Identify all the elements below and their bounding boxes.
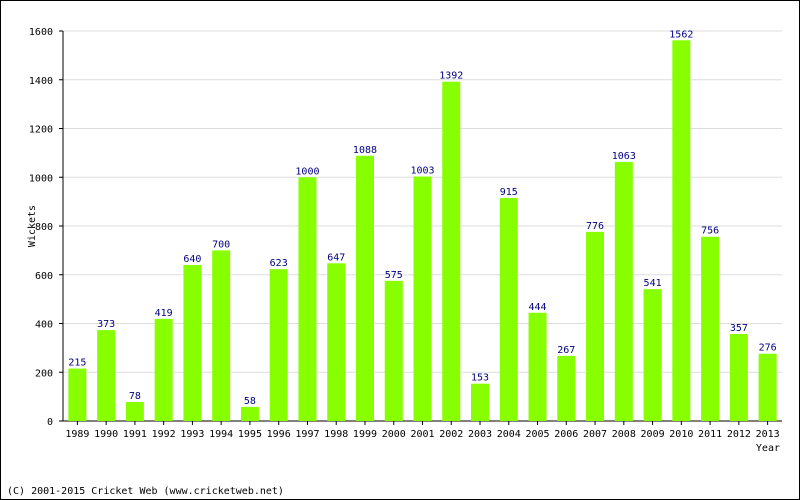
data-label: 647 <box>327 252 345 263</box>
data-label: 373 <box>97 319 115 330</box>
data-label: 776 <box>586 221 604 232</box>
x-tick-label: 2006 <box>554 429 578 440</box>
x-tick-label: 2010 <box>669 429 693 440</box>
x-tick-label: 2008 <box>612 429 636 440</box>
bar <box>240 406 259 421</box>
data-label: 444 <box>529 302 547 313</box>
bar <box>672 40 691 421</box>
data-labels: 215 373 78 419 640 700 58 623 1000 647 1088 575 1003… <box>68 29 776 407</box>
x-tick-label: 2000 <box>382 429 406 440</box>
bar <box>355 155 374 422</box>
bar <box>729 333 748 421</box>
bar <box>269 269 288 421</box>
data-label: 419 <box>155 308 173 319</box>
y-tick-label: 0 <box>47 417 53 428</box>
data-label: 153 <box>471 373 489 384</box>
x-tick-label: 1989 <box>65 429 89 440</box>
x-tick-label: 1998 <box>324 429 348 440</box>
bar <box>125 401 144 421</box>
data-label: 357 <box>730 323 748 334</box>
x-tick-label: 1996 <box>267 429 291 440</box>
y-tick-label: 1000 <box>29 173 53 184</box>
x-tick-label: 2003 <box>468 429 492 440</box>
bar <box>298 177 317 421</box>
x-tick-label: 2001 <box>410 429 434 440</box>
y-tick-label: 400 <box>35 320 53 331</box>
bar <box>68 368 87 421</box>
y-tick-label: 1600 <box>29 27 53 38</box>
data-label: 58 <box>244 396 256 407</box>
y-tick-label: 1400 <box>29 76 53 87</box>
bar <box>154 318 173 421</box>
data-label: 1003 <box>410 166 434 177</box>
x-axis-title: Year <box>756 443 780 454</box>
x-tick-label: 2004 <box>497 429 521 440</box>
x-tick-label: 2013 <box>756 429 780 440</box>
x-tick-label: 2002 <box>439 429 463 440</box>
bar <box>528 312 547 421</box>
data-label: 541 <box>644 278 662 289</box>
x-tick-label: 1991 <box>123 429 147 440</box>
data-label: 1000 <box>295 166 319 177</box>
x-tick-label: 1995 <box>238 429 262 440</box>
y-tick-labels: 0 200 400 600 800 1000 1200 1400 1600 <box>29 27 63 428</box>
copyright-footer: (C) 2001-2015 Cricket Web (www.cricketwe… <box>7 486 284 497</box>
bar <box>413 176 432 421</box>
bar <box>643 289 662 421</box>
data-label: 267 <box>557 345 575 356</box>
data-label: 1562 <box>669 29 693 40</box>
bar <box>701 236 720 421</box>
y-axis-title: Wickets <box>27 205 38 247</box>
y-tick-label: 600 <box>35 271 53 282</box>
x-tick-label: 2011 <box>698 429 722 440</box>
y-tick-label: 1200 <box>29 125 53 136</box>
y-tick-label: 200 <box>35 368 53 379</box>
data-label: 1063 <box>612 151 636 162</box>
x-tick-label: 2009 <box>641 429 665 440</box>
x-tick-label: 1999 <box>353 429 377 440</box>
x-tick-label: 1997 <box>295 429 319 440</box>
bar <box>586 231 605 421</box>
bar <box>384 280 403 421</box>
bar <box>557 355 576 421</box>
x-tick-label: 1990 <box>94 429 118 440</box>
x-tick-label: 1994 <box>209 429 233 440</box>
bar <box>327 263 346 421</box>
bar <box>212 250 231 421</box>
bar <box>183 265 202 421</box>
bar <box>758 353 777 421</box>
data-label: 276 <box>759 343 777 354</box>
data-label: 623 <box>270 258 288 269</box>
data-label: 575 <box>385 270 403 281</box>
bar <box>499 197 518 421</box>
y-tick-label: 800 <box>35 222 53 233</box>
data-label: 640 <box>183 254 201 265</box>
data-label: 215 <box>68 358 86 369</box>
data-label: 700 <box>212 239 230 250</box>
bar <box>442 81 461 421</box>
x-tick-labels: 1989 1990 1991 1992 1993 1994 1995 1996 1997 1998… <box>65 421 780 440</box>
bar <box>471 383 490 421</box>
x-tick-label: 2012 <box>727 429 751 440</box>
data-label: 1392 <box>439 71 463 82</box>
bar <box>614 161 633 422</box>
x-tick-label: 2007 <box>583 429 607 440</box>
x-tick-label: 1993 <box>180 429 204 440</box>
x-tick-label: 1992 <box>152 429 176 440</box>
bars <box>68 40 777 422</box>
data-label: 1088 <box>353 145 377 156</box>
bar <box>97 330 116 421</box>
x-tick-label: 2005 <box>525 429 549 440</box>
data-label: 915 <box>500 187 518 198</box>
data-label: 756 <box>701 226 719 237</box>
data-label: 78 <box>129 391 141 402</box>
